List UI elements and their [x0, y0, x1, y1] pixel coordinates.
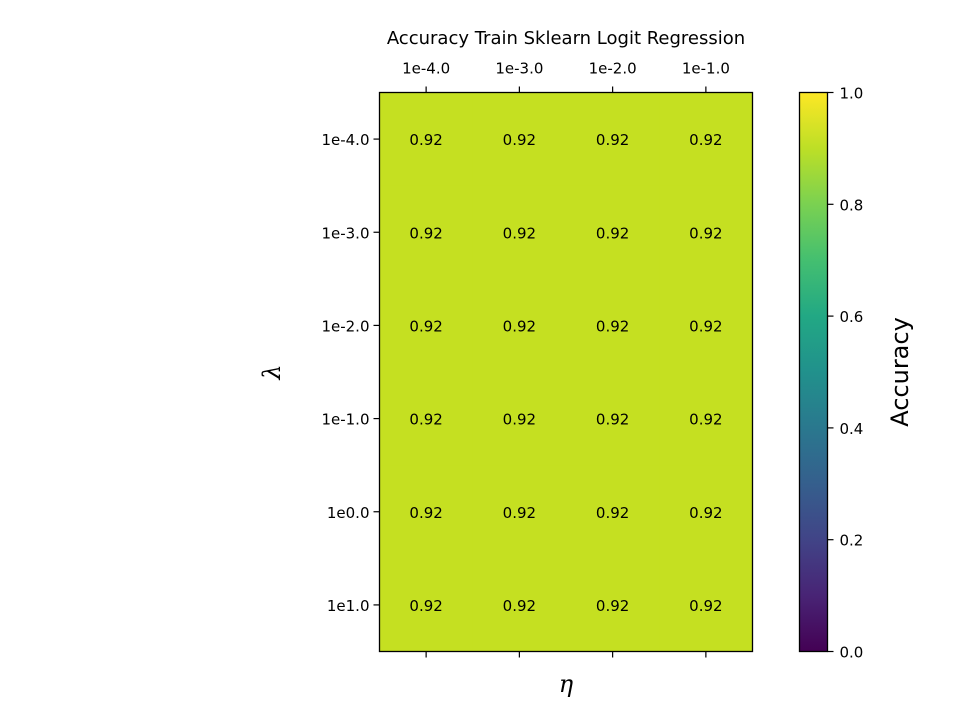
x-axis-label: η [559, 670, 574, 698]
cell-value-label: 0.92 [409, 597, 442, 615]
chart-title: Accuracy Train Sklearn Logit Regression [387, 28, 745, 49]
y-axis-ticks: 1e-4.0 1e-3.0 1e-2.0 1e-1.0 1e0.0 1e1.0 [321, 131, 380, 615]
cell-value-label: 0.92 [409, 411, 442, 429]
x-axis-ticks: 1e-4.0 1e-3.0 1e-2.0 1e-1.0 [402, 60, 730, 658]
cell-value-label: 0.92 [503, 317, 536, 335]
cell-value-label: 0.92 [409, 504, 442, 522]
x-tick-label: 1e-4.0 [402, 60, 450, 78]
colorbar-tick-label: 0.8 [840, 196, 864, 214]
y-tick-label: 1e1.0 [327, 597, 370, 615]
colorbar-tick-label: 0.4 [840, 420, 864, 438]
cell-value-label: 0.92 [409, 224, 442, 242]
heatmap-cell [566, 92, 660, 187]
heatmap-cell [379, 465, 474, 559]
cell-value-label: 0.92 [503, 504, 536, 522]
colorbar-tick-label: 0.2 [840, 532, 864, 550]
y-tick-label: 1e-4.0 [321, 131, 369, 149]
heatmap-cell [659, 558, 753, 652]
heatmap-cell [659, 92, 753, 187]
cell-value-label: 0.92 [503, 411, 536, 429]
heatmap-cell [379, 185, 474, 280]
cell-value-label: 0.92 [689, 597, 722, 615]
heatmap-cell [472, 278, 567, 373]
heatmap-cell [566, 372, 660, 466]
heatmap-cell [379, 92, 474, 187]
heatmap-cell [566, 465, 660, 559]
cell-value-label: 0.92 [596, 504, 629, 522]
x-tick-label: 1e-3.0 [495, 60, 543, 78]
heatmap-cell [566, 278, 660, 373]
colorbar [798, 91, 829, 653]
y-tick-label: 1e0.0 [327, 504, 370, 522]
heatmap-cell [659, 278, 753, 373]
cell-value-label: 0.92 [409, 317, 442, 335]
cell-value-label: 0.92 [596, 224, 629, 242]
heatmap-cell [566, 185, 660, 280]
cell-value-label: 0.92 [689, 411, 722, 429]
heatmap-cell [472, 465, 567, 559]
x-tick-label: 1e-2.0 [589, 60, 637, 78]
heatmap-cell [379, 558, 474, 652]
y-tick-label: 1e-3.0 [321, 224, 369, 242]
cell-value-label: 0.92 [596, 317, 629, 335]
colorbar-ticks: 0.0 0.2 0.4 0.6 0.8 1.0 [827, 85, 864, 662]
heatmap-cell [379, 372, 474, 466]
plot-frame [378, 91, 754, 653]
cell-value-label: 0.92 [503, 131, 536, 149]
colorbar-tick-label: 0.6 [840, 308, 864, 326]
y-tick-label: 1e-1.0 [321, 411, 369, 429]
colorbar-label: Accuracy [886, 317, 914, 427]
colorbar-tick-label: 0.0 [840, 644, 864, 662]
cell-value-label: 0.92 [596, 597, 629, 615]
heatmap-cell [566, 558, 660, 652]
cell-value-label: 0.92 [689, 504, 722, 522]
heatmap-cell [379, 278, 474, 373]
y-tick-label: 1e-2.0 [321, 317, 369, 335]
cell-value-label: 0.92 [409, 131, 442, 149]
cell-value-label: 0.92 [689, 317, 722, 335]
cell-value-label: 0.92 [596, 131, 629, 149]
heatmap-cell [472, 92, 567, 187]
heatmap-cell [472, 185, 567, 280]
colorbar-tick-label: 1.0 [840, 85, 864, 103]
y-axis-label: λ [258, 364, 286, 380]
heatmap-cell [659, 185, 753, 280]
heatmap-cell [472, 372, 567, 466]
heatmap-cell [659, 372, 753, 466]
cell-value-label: 0.92 [503, 597, 536, 615]
heatmap-cells [379, 92, 753, 652]
cell-value-label: 0.92 [503, 224, 536, 242]
cell-value-label: 0.92 [689, 131, 722, 149]
heatmap-cell-labels: 0.92 0.92 0.92 0.92 0.92 0.92 0.92 0.92 0.92 0.92… [409, 131, 722, 615]
heatmap-cell [472, 558, 567, 652]
cell-value-label: 0.92 [596, 411, 629, 429]
cell-value-label: 0.92 [689, 224, 722, 242]
heatmap-cell [659, 465, 753, 559]
x-tick-label: 1e-1.0 [682, 60, 730, 78]
